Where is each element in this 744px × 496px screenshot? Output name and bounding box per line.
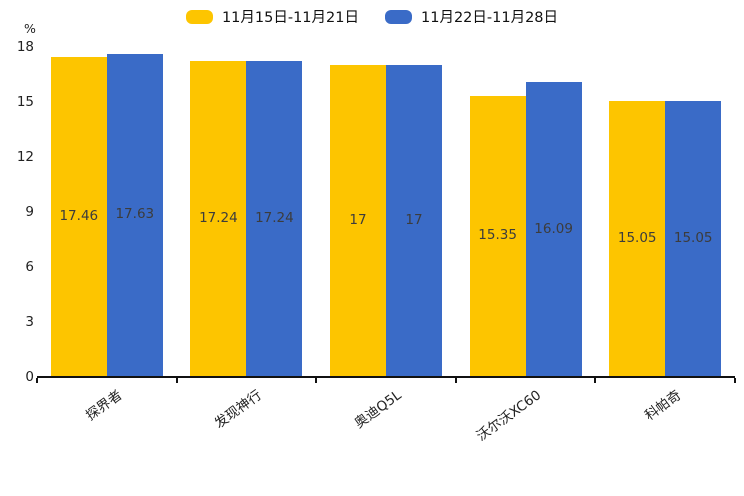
bar-value-label: 17 bbox=[405, 212, 423, 229]
bar-series1-科帕奇: 15.05 bbox=[609, 101, 666, 377]
x-axis-tick bbox=[454, 378, 457, 383]
legend-swatch-icon bbox=[385, 9, 412, 24]
x-category-label: 沃尔沃XC60 bbox=[473, 387, 545, 445]
bar-series2-沃尔沃XC60: 16.09 bbox=[525, 82, 582, 377]
bar-value-label: 17 bbox=[349, 212, 367, 229]
legend-swatch-icon bbox=[185, 9, 213, 24]
x-axis-tick bbox=[36, 378, 38, 383]
y-tick-label: 12 bbox=[16, 149, 34, 165]
legend-label: 11月15日-11月21日 bbox=[221, 10, 359, 26]
x-category-label: 探界者 bbox=[83, 387, 126, 424]
legend-label: 11月22日-11月28日 bbox=[421, 10, 559, 26]
bar-value-label: 17.24 bbox=[199, 209, 238, 226]
x-axis-tick bbox=[594, 378, 597, 383]
bar-series2-探界者: 17.63 bbox=[106, 53, 163, 377]
bar-value-label: 15.35 bbox=[478, 227, 517, 244]
x-axis-tick bbox=[175, 378, 178, 383]
bar-value-label: 17.63 bbox=[115, 206, 155, 223]
x-axis-tick bbox=[315, 378, 318, 383]
legend-item: 11月22日-11月28日 bbox=[385, 6, 558, 27]
bar-series1-探界者: 17.46 bbox=[50, 56, 107, 377]
y-tick-label: 15 bbox=[16, 94, 34, 110]
bar-series2-奥迪Q5L: 17 bbox=[386, 65, 442, 377]
bar-value-label: 16.09 bbox=[534, 220, 573, 237]
bar-series1-奥迪Q5L: 17 bbox=[330, 65, 386, 377]
x-axis-tick bbox=[734, 378, 736, 383]
bar-series2-科帕奇: 15.05 bbox=[665, 101, 722, 377]
y-tick-label: 18 bbox=[16, 39, 34, 55]
x-category-label: 发现神行 bbox=[212, 387, 266, 432]
legend-item: 11月15日-11月21日 bbox=[185, 6, 359, 27]
bar-series1-沃尔沃XC60: 15.35 bbox=[469, 95, 526, 377]
y-tick-label: 0 bbox=[25, 369, 34, 385]
y-tick-label: 3 bbox=[25, 314, 34, 330]
x-axis-line bbox=[37, 376, 735, 378]
bar-series1-发现神行: 17.24 bbox=[190, 60, 247, 377]
bar-value-label: 15.05 bbox=[673, 230, 713, 247]
y-tick-label: 6 bbox=[25, 259, 34, 275]
bar-series2-发现神行: 17.24 bbox=[246, 60, 303, 377]
y-axis-unit-label: % bbox=[24, 21, 36, 36]
legend: 11月15日-11月21日 11月22日-11月28日 bbox=[0, 6, 744, 27]
y-tick-label: 9 bbox=[25, 204, 34, 220]
bar-value-label: 17.24 bbox=[255, 209, 294, 226]
x-category-label: 奥迪Q5L bbox=[351, 387, 405, 432]
bar-value-label: 15.05 bbox=[617, 230, 657, 247]
bar-value-label: 17.46 bbox=[59, 207, 99, 224]
x-category-label: 科帕奇 bbox=[641, 387, 684, 424]
